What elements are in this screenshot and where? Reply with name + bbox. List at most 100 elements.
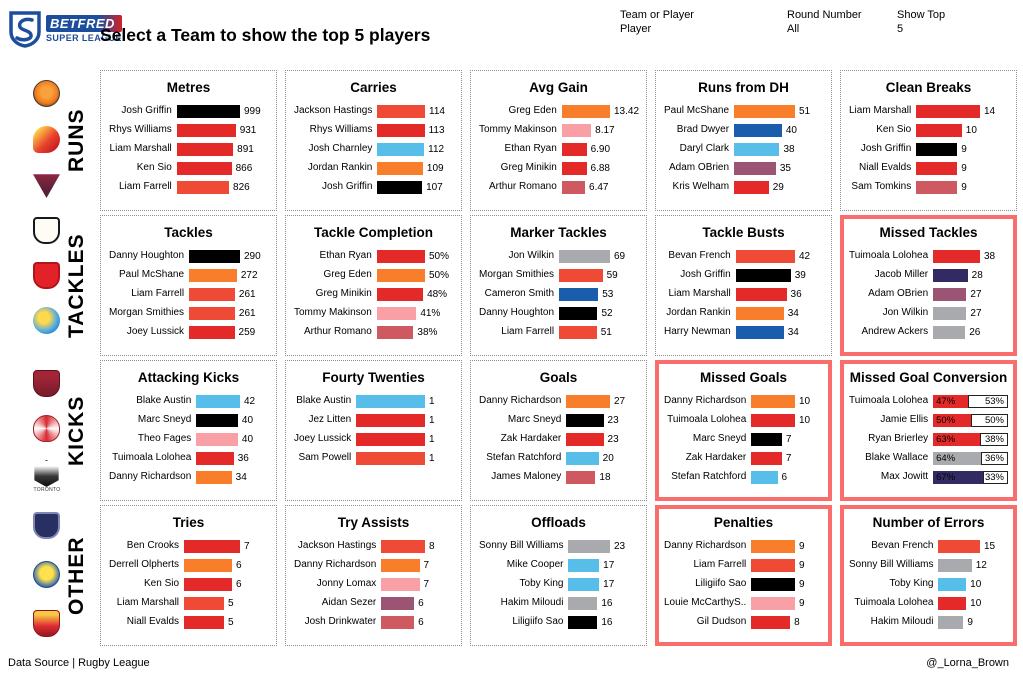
filter-show-top-value[interactable]: 5 (897, 23, 904, 35)
stat-bar[interactable] (559, 249, 610, 263)
stat-bar[interactable] (568, 539, 610, 553)
stat-bar[interactable] (189, 306, 235, 320)
stat-bar[interactable] (196, 451, 234, 465)
stat-bar[interactable] (566, 432, 604, 446)
stat-bar[interactable] (938, 615, 964, 629)
stat-bar[interactable] (176, 180, 230, 194)
stat-bar[interactable] (751, 577, 795, 591)
missed-segment[interactable]: 36% (981, 451, 1008, 465)
stat-bar[interactable] (559, 325, 597, 339)
stat-bar[interactable] (734, 104, 795, 118)
stat-bar[interactable] (735, 325, 784, 339)
stat-bar[interactable] (381, 558, 420, 572)
stat-bar[interactable] (734, 142, 780, 156)
stat-bar[interactable] (189, 325, 235, 339)
team-logo-wakefield-trinity[interactable] (33, 512, 60, 539)
stat-bar[interactable] (566, 451, 599, 465)
stat-bar[interactable] (196, 432, 238, 446)
stat-bar[interactable] (559, 287, 599, 301)
stat-bar[interactable] (938, 596, 967, 610)
stat-bar[interactable] (916, 161, 958, 175)
stat-bar[interactable] (566, 470, 596, 484)
stat-bar[interactable] (751, 558, 795, 572)
stat-bar[interactable] (568, 615, 598, 629)
stat-bar[interactable] (916, 142, 958, 156)
stat-bar[interactable] (184, 615, 224, 629)
stat-bar[interactable] (381, 596, 415, 610)
missed-segment[interactable]: 50% (970, 413, 1008, 427)
stat-bar[interactable] (933, 249, 980, 263)
stat-bar[interactable] (735, 268, 791, 282)
team-logo-st-helens[interactable] (33, 415, 60, 442)
stat-bar[interactable] (356, 413, 425, 427)
stat-bar[interactable] (735, 287, 787, 301)
stat-bar[interactable] (568, 558, 600, 572)
stat-bar[interactable] (916, 123, 962, 137)
stat-bar[interactable] (559, 268, 603, 282)
stat-bar[interactable] (751, 451, 782, 465)
stat-bar[interactable] (176, 123, 236, 137)
stat-bar[interactable] (561, 161, 587, 175)
stat-bar[interactable] (938, 577, 967, 591)
stat-bar[interactable] (561, 104, 610, 118)
stat-bar[interactable] (184, 577, 232, 591)
stat-bar[interactable] (561, 142, 587, 156)
stat-bar[interactable] (568, 596, 598, 610)
stat-bar[interactable] (561, 180, 586, 194)
stat-bar[interactable] (176, 104, 240, 118)
stat-bar[interactable] (566, 394, 610, 408)
stat-bar[interactable] (938, 539, 980, 553)
stat-bar[interactable] (176, 161, 232, 175)
stat-bar[interactable] (381, 539, 425, 553)
team-logo-warrington-wolves[interactable] (33, 561, 60, 588)
stat-bar[interactable] (568, 577, 600, 591)
stat-bar[interactable] (184, 596, 224, 610)
stat-bar[interactable] (196, 470, 232, 484)
made-segment[interactable]: 50% (933, 413, 971, 427)
team-logo-leeds-rhinos[interactable] (33, 307, 60, 334)
stat-bar[interactable] (184, 558, 232, 572)
stat-bar[interactable] (735, 306, 784, 320)
stat-bar[interactable] (751, 413, 795, 427)
stat-bar[interactable] (751, 596, 795, 610)
missed-segment[interactable]: 33% (983, 470, 1008, 484)
stat-bar[interactable] (184, 539, 240, 553)
stat-bar[interactable] (933, 287, 967, 301)
stat-bar[interactable] (377, 180, 423, 194)
team-logo-huddersfield-giants[interactable] (33, 174, 60, 198)
stat-bar[interactable] (377, 123, 425, 137)
stat-bar[interactable] (356, 432, 425, 446)
stat-bar[interactable] (376, 325, 414, 339)
team-logo-wigan-warriors[interactable] (33, 610, 60, 637)
team-logo-hull-kr[interactable] (33, 262, 60, 289)
stat-bar[interactable] (381, 615, 415, 629)
stat-bar[interactable] (189, 249, 240, 263)
stat-bar[interactable] (751, 539, 795, 553)
stat-bar[interactable] (176, 142, 234, 156)
stat-bar[interactable] (376, 268, 425, 282)
made-segment[interactable]: 47% (933, 394, 969, 408)
stat-bar[interactable] (377, 104, 425, 118)
stat-bar[interactable] (916, 180, 958, 194)
stat-bar[interactable] (559, 306, 598, 320)
stat-bar[interactable] (561, 123, 592, 137)
stat-bar[interactable] (734, 180, 769, 194)
team-logo-castleford-tigers[interactable] (33, 80, 60, 107)
stat-bar[interactable] (566, 413, 604, 427)
stat-bar[interactable] (933, 306, 967, 320)
stat-bar[interactable] (196, 394, 240, 408)
stat-bar[interactable] (189, 287, 235, 301)
filter-round-number-value[interactable]: All (787, 23, 800, 35)
stat-bar[interactable] (916, 104, 980, 118)
filter-team-or-player-value[interactable]: Player (620, 23, 652, 35)
team-logo-hull-fc[interactable] (33, 217, 60, 244)
team-logo-toronto-wolfpack[interactable] (34, 460, 59, 487)
stat-bar[interactable] (751, 394, 795, 408)
stat-bar[interactable] (735, 249, 795, 263)
stat-bar[interactable] (734, 161, 776, 175)
stat-bar[interactable] (376, 306, 417, 320)
stat-bar[interactable] (196, 413, 238, 427)
stat-bar[interactable] (189, 268, 237, 282)
made-segment[interactable]: 64% (933, 451, 982, 465)
stat-bar[interactable] (751, 432, 782, 446)
